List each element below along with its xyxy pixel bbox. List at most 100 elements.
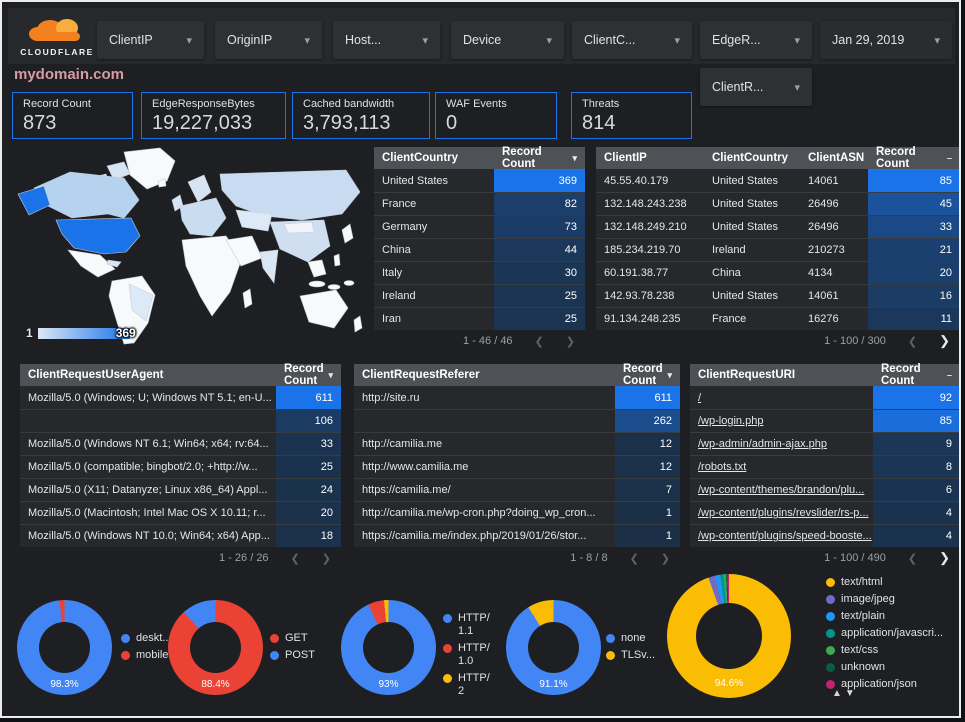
next-page-icon[interactable]: ❯ <box>660 552 670 565</box>
record-count-cell: 24 <box>276 479 341 501</box>
prev-page-icon[interactable]: ❮ <box>907 552 918 565</box>
donut-http-version[interactable]: 93% <box>341 600 436 695</box>
filter-clientcountry[interactable]: ClientC... ▾ <box>572 21 692 59</box>
table-cell[interactable]: /wp-content/themes/brandon/plu... <box>698 484 865 496</box>
column-header-sortable[interactable]: Record Count ▾ <box>284 363 333 387</box>
chevron-down-icon: ▾ <box>794 81 800 94</box>
donut-http-method[interactable]: 88.4% <box>168 600 263 695</box>
filter-label: Host... <box>345 33 382 47</box>
legend-tls-version: none TLSv... <box>606 632 655 666</box>
date-range-picker[interactable]: Jan 29, 2019 ▾ <box>820 21 952 59</box>
filter-host[interactable]: Host... ▾ <box>333 21 440 59</box>
chevron-down-icon: ▾ <box>794 34 800 47</box>
donut-content-type[interactable]: 94.6% <box>667 574 791 698</box>
table-cell: http://camilia.me/wp-cron.php?doing_wp_c… <box>362 507 596 519</box>
legend-item[interactable]: text/html <box>826 576 943 588</box>
legend-item[interactable]: HTTP/1.0 <box>443 642 495 668</box>
column-header[interactable]: ClientCountry <box>382 152 459 164</box>
column-header[interactable]: ClientRequestUserAgent <box>28 369 164 381</box>
sort-desc-icon[interactable]: ▼ <box>844 688 858 699</box>
table-clientcountry: ClientCountry Record Count ▾ United State… <box>374 146 585 351</box>
donut-percent-label: 91.1% <box>539 679 568 690</box>
filter-originip[interactable]: OriginIP ▾ <box>215 21 322 59</box>
column-header-sortable[interactable]: Record Count – <box>876 146 952 170</box>
legend-item[interactable]: image/jpeg <box>826 593 943 605</box>
legend-item[interactable]: mobile <box>121 649 171 661</box>
column-header-sortable[interactable]: Record Count ▾ <box>623 363 672 387</box>
table-referer: ClientRequestReferer Record Count ▾ http:… <box>354 363 680 568</box>
column-header[interactable]: ClientASN <box>808 152 865 164</box>
table-clientip: ClientIP ClientCountry ClientASN Record … <box>596 146 959 351</box>
filter-clientip[interactable]: ClientIP ▾ <box>97 21 204 59</box>
world-map[interactable] <box>12 144 374 352</box>
scorecard-label: WAF Events <box>446 98 507 110</box>
legend-item[interactable]: POST <box>270 649 315 661</box>
record-count-cell: 92 <box>873 386 959 409</box>
table-cell: 4134 <box>808 267 833 279</box>
donut-hole <box>696 603 762 669</box>
legend-scroll-arrows[interactable]: ▲▼ <box>832 688 858 699</box>
sort-asc-icon[interactable]: ▲ <box>832 688 845 699</box>
table-cell: United States <box>382 174 449 187</box>
table-cell: 14061 <box>808 174 839 187</box>
table-cell[interactable]: / <box>698 391 702 404</box>
table-row: http://camilia.me 12 <box>354 432 680 455</box>
prev-page-icon[interactable]: ❮ <box>629 552 639 565</box>
legend-item[interactable]: text/css <box>826 644 943 656</box>
next-page-icon[interactable]: ❯ <box>939 550 950 565</box>
legend-dot <box>443 674 452 683</box>
column-header-sortable[interactable]: Record Count ▾ <box>502 146 577 170</box>
legend-dot <box>606 634 615 643</box>
table-cell: 26496 <box>808 198 839 210</box>
legend-item[interactable]: deskt... <box>121 632 171 644</box>
table-cell[interactable]: /wp-login.php <box>698 415 764 427</box>
scorecard-value: 814 <box>582 112 616 134</box>
next-page-icon[interactable]: ❯ <box>321 552 331 565</box>
prev-page-icon[interactable]: ❮ <box>907 335 918 348</box>
record-count-cell: 16 <box>868 285 959 307</box>
scorecard-value: 3,793,113 <box>303 112 391 134</box>
donut-percent-label: 94.6% <box>714 678 744 689</box>
map-scale-gradient <box>37 327 130 339</box>
pagination-range: 1 - 8 / 8 <box>570 552 608 564</box>
table-cell[interactable]: /robots.txt <box>698 461 747 473</box>
legend-dot <box>606 651 615 660</box>
table-row: Iran 25 <box>374 307 585 330</box>
legend-item[interactable]: HTTP/1.1 <box>443 612 495 638</box>
legend-dot <box>826 595 835 604</box>
filter-device[interactable]: Device ▾ <box>451 21 564 59</box>
table-cell[interactable]: /wp-admin/admin-ajax.php <box>698 438 828 450</box>
legend-item[interactable]: text/plain <box>826 610 943 622</box>
chevron-down-icon: ▾ <box>422 34 428 47</box>
column-header[interactable]: ClientRequestReferer <box>362 369 480 381</box>
legend-item[interactable]: TLSv... <box>606 649 655 661</box>
column-header[interactable]: ClientCountry <box>712 152 789 164</box>
filter-edgeresponse[interactable]: EdgeR... ▾ <box>700 21 812 59</box>
column-header-sortable[interactable]: Record Count – <box>881 363 952 387</box>
filter-clientrequest[interactable]: ClientR... ▾ <box>700 68 812 106</box>
next-page-icon[interactable]: ❯ <box>939 333 950 348</box>
table-cell[interactable]: /wp-content/plugins/revslider/rs-p... <box>698 507 869 519</box>
next-page-icon[interactable]: ❯ <box>565 335 575 348</box>
donut-hole <box>39 622 90 673</box>
legend-dot <box>826 578 835 587</box>
table-cell: 132.148.243.238 <box>604 198 687 210</box>
legend-item[interactable]: application/javascri... <box>826 627 943 639</box>
column-header[interactable]: ClientRequestURI <box>698 369 796 381</box>
legend-item[interactable]: application/json <box>826 678 943 690</box>
prev-page-icon[interactable]: ❮ <box>534 335 544 348</box>
legend-item[interactable]: none <box>606 632 655 644</box>
legend-item[interactable]: GET <box>270 632 315 644</box>
legend-dot <box>121 651 130 660</box>
prev-page-icon[interactable]: ❮ <box>290 552 300 565</box>
table-cell[interactable]: /wp-content/plugins/speed-booste... <box>698 530 872 542</box>
donut-device-type[interactable]: 98.3% <box>17 600 112 695</box>
table-row: http://camilia.me/wp-cron.php?doing_wp_c… <box>354 501 680 524</box>
table-row: 106 <box>20 409 341 432</box>
column-header[interactable]: ClientIP <box>604 152 647 164</box>
table-row: 185.234.219.70 Ireland 210273 21 <box>596 238 959 261</box>
legend-item[interactable]: unknown <box>826 661 943 673</box>
donut-tls-version[interactable]: 91.1% <box>506 600 601 695</box>
legend-item[interactable]: HTTP/2 <box>443 672 495 698</box>
